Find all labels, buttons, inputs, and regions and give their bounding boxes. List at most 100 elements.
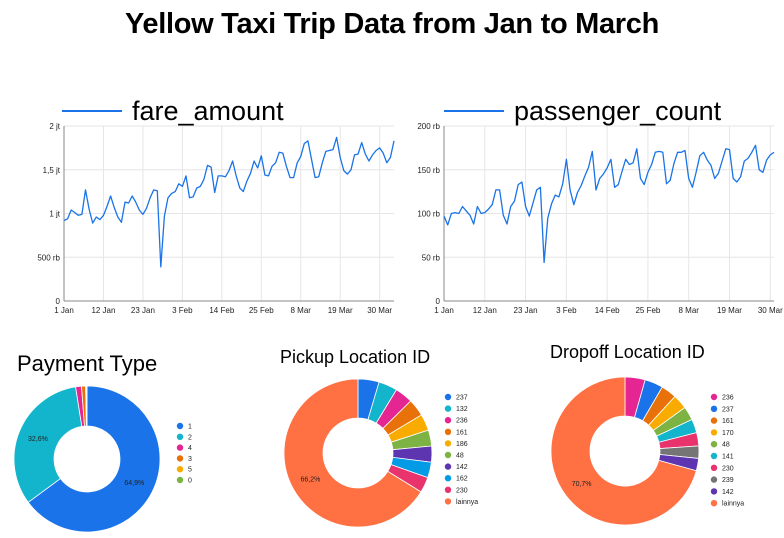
chart-legend: fare_amount: [62, 96, 284, 126]
chart-title: Payment Type: [17, 351, 158, 376]
y-tick-label: 0: [436, 297, 441, 306]
legend-marker: [444, 498, 452, 505]
passenger-count-plot: 0 50 rb 100 rb 150 rb 200 rb 1 Jan 12 Jan 23 Ja…: [417, 122, 783, 315]
y-tick-label: 100 rb: [417, 210, 440, 219]
x-tick-label: 25 Feb: [249, 306, 274, 315]
legend-label: 161: [456, 429, 468, 436]
pie-slice: [283, 378, 422, 528]
legend-line-swatch: [62, 110, 122, 112]
legend-marker: [444, 428, 452, 435]
x-tick-label: 12 Jan: [473, 306, 497, 315]
legend-label: 132: [456, 406, 468, 413]
passenger-count-line-chart: passenger_count 0 50 rb 100 rb 150 rb 200 rb…: [400, 86, 784, 322]
legend-label: 170: [722, 430, 734, 437]
legend-label: lainnya: [722, 501, 744, 508]
legend-marker: [710, 464, 718, 471]
legend-marker: [176, 444, 184, 451]
pie-slice: [27, 385, 161, 533]
x-tick-label: 3 Feb: [556, 306, 577, 315]
pie-slice: [13, 386, 83, 503]
legend-marker: [176, 422, 184, 430]
legend-label: 230: [722, 465, 734, 472]
legend-label: 239: [722, 477, 734, 484]
x-tick-label: 19 Mar: [328, 306, 353, 315]
y-tick-label: 1,5 jt: [43, 166, 61, 175]
legend-label: 237: [456, 395, 468, 402]
pickup-location-donut-chart: Pickup Location ID 66,2% 237 132 236 161 186 4…: [270, 345, 515, 538]
x-tick-label: 19 Mar: [717, 306, 742, 315]
y-tick-label: 200 rb: [417, 122, 440, 131]
x-tick-label: 14 Feb: [209, 306, 234, 315]
x-tick-label: 8 Mar: [678, 306, 699, 315]
legend-label: passenger_count: [514, 95, 722, 126]
legend-label: 142: [456, 464, 468, 471]
y-tick-label: 1 jt: [49, 210, 60, 219]
legend-label: 2: [188, 434, 192, 441]
legend-label: 141: [722, 454, 734, 461]
x-tick-label: 30 Mar: [367, 306, 392, 315]
legend-label: 162: [456, 476, 468, 483]
legend-label: 161: [722, 418, 734, 425]
legend-label: 48: [456, 453, 464, 460]
y-tick-label: 150 rb: [417, 166, 440, 175]
legend-label: 142: [722, 489, 734, 496]
dropoff-location-plot: 70,7% 236 237 161 170 48 141 230 239 142 lainnya: [550, 376, 744, 526]
y-tick-label: 0: [56, 297, 61, 306]
legend-label: 4: [188, 445, 192, 452]
legend-marker: [444, 405, 452, 412]
legend-label: 48: [722, 442, 730, 449]
legend-marker: [444, 486, 452, 493]
legend-marker: [710, 441, 718, 448]
legend-marker: [710, 393, 718, 401]
legend-label: 1: [188, 424, 192, 431]
legend-marker: [710, 417, 718, 424]
x-tick-label: 30 Mar: [758, 306, 783, 315]
fare-amount-plot: 0 500 rb 1 jt 1,5 jt 2 jt 1 Jan 12 Jan 23 Jan 3 …: [37, 122, 395, 315]
x-tick-label: 1 Jan: [434, 306, 454, 315]
dropoff-location-donut-chart: Dropoff Location ID 70,7% 236 237 161 170 48 1…: [538, 340, 784, 538]
legend-label: lainnya: [456, 499, 478, 506]
x-tick-label: 8 Mar: [291, 306, 312, 315]
legend-marker: [444, 393, 452, 401]
slice-value-label: 70,7%: [572, 481, 592, 488]
legend-label: 186: [456, 441, 468, 448]
x-tick-label: 14 Feb: [595, 306, 620, 315]
payment-type-plot: 64,9% 32,6% 1 2 4 3 5 0: [13, 385, 192, 533]
legend-label: 5: [188, 467, 192, 474]
x-tick-label: 3 Feb: [172, 306, 193, 315]
slice-value-label: 32,6%: [28, 436, 48, 443]
y-tick-label: 50 rb: [422, 253, 441, 262]
legend-label: 0: [188, 478, 192, 485]
slice-value-label: 66,2%: [300, 477, 320, 484]
legend-marker: [444, 451, 452, 459]
legend-label: 236: [456, 418, 468, 425]
x-tick-label: 1 Jan: [54, 306, 74, 315]
legend-line-swatch: [444, 110, 504, 112]
legend-marker: [176, 433, 184, 440]
legend-marker: [710, 452, 718, 460]
legend-label: 3: [188, 456, 192, 463]
payment-type-donut-chart: Payment Type 64,9% 32,6% 1 2 4 3 5 0: [0, 345, 240, 538]
legend-marker: [176, 466, 184, 473]
legend-marker: [176, 476, 184, 484]
legend-label: 230: [456, 487, 468, 494]
legend-label: 237: [722, 406, 734, 413]
legend-marker: [444, 463, 452, 470]
page-title: Yellow Taxi Trip Data from Jan to March: [124, 8, 660, 40]
pickup-location-plot: 66,2% 237 132 236 161 186 48 142 162 230 lainnya: [283, 378, 478, 528]
x-tick-label: 25 Feb: [635, 306, 660, 315]
fare-amount-line-chart: fare_amount 0 500 rb 1 jt 1,5 jt 2 jt 1 Jan 12…: [22, 86, 402, 322]
y-tick-label: 2 jt: [49, 122, 60, 131]
legend-label: fare_amount: [132, 95, 284, 126]
y-tick-label: 500 rb: [37, 253, 60, 262]
legend-marker: [710, 488, 718, 495]
chart-title: Dropoff Location ID: [550, 342, 705, 362]
x-tick-label: 23 Jan: [131, 306, 155, 315]
x-tick-label: 23 Jan: [514, 306, 538, 315]
slice-value-label: 64,9%: [124, 480, 144, 487]
legend-marker: [710, 476, 718, 483]
legend-marker: [444, 440, 452, 447]
pie-slice: [550, 376, 697, 526]
legend-marker: [710, 405, 718, 412]
legend-marker: [710, 429, 718, 436]
